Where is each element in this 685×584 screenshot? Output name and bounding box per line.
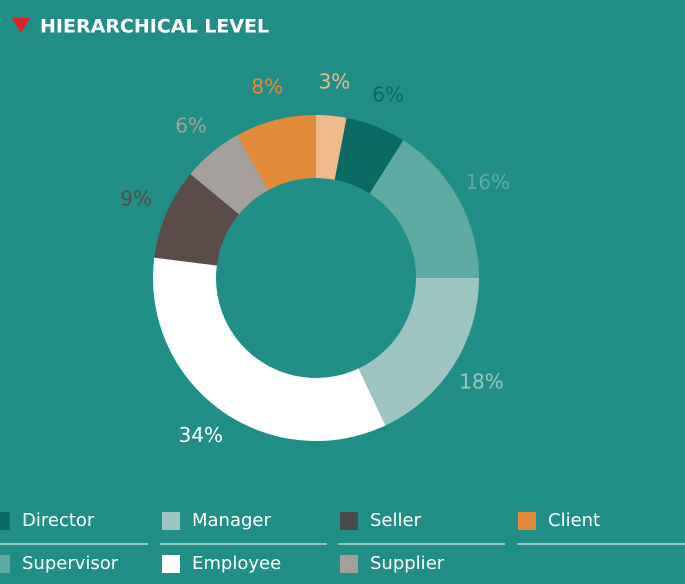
donut-slice <box>237 115 316 191</box>
value-label: 6% <box>175 113 207 137</box>
legend-swatch <box>340 512 358 530</box>
legend-swatch <box>0 555 10 573</box>
value-label: 34% <box>179 423 223 447</box>
legend-swatch <box>518 512 536 530</box>
legend-label: Seller <box>370 510 422 531</box>
legend-label: Supplier <box>370 553 445 574</box>
value-label: 6% <box>372 82 404 106</box>
legend-swatch <box>0 512 10 530</box>
value-label: 18% <box>459 370 503 394</box>
legend-swatch <box>162 512 180 530</box>
value-label: 16% <box>466 170 510 194</box>
donut-slice <box>153 257 386 441</box>
legend-label: Manager <box>192 510 271 531</box>
value-label: 8% <box>251 75 283 99</box>
legend-label: Director <box>22 510 95 531</box>
donut-slice <box>369 140 479 278</box>
donut-slice <box>190 135 268 215</box>
legend-swatch <box>162 555 180 573</box>
value-label: 3% <box>319 69 351 93</box>
chart-title: HIERARCHICAL LEVEL <box>40 16 269 38</box>
legend-label: Employee <box>192 553 281 574</box>
donut-slice <box>334 117 404 194</box>
donut-slice <box>154 174 239 266</box>
donut-slice <box>358 278 479 426</box>
title-marker <box>12 18 30 33</box>
value-label: 9% <box>120 187 152 211</box>
donut-slice <box>316 115 347 180</box>
legend-label: Client <box>548 510 600 531</box>
legend-swatch <box>340 555 358 573</box>
legend-label: Supervisor <box>22 553 119 574</box>
